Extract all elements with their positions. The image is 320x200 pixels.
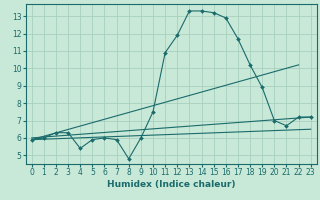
X-axis label: Humidex (Indice chaleur): Humidex (Indice chaleur) <box>107 180 236 189</box>
